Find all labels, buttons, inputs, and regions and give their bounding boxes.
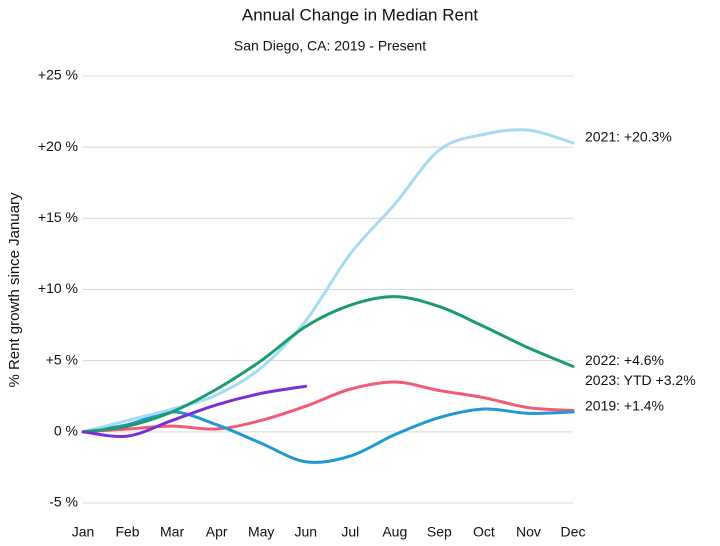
y-tick-label: +15 % [38, 209, 78, 225]
chart-title: Annual Change in Median Rent [242, 5, 479, 24]
x-tick-label: Nov [516, 524, 541, 540]
y-tick-label: +5 % [46, 351, 78, 367]
x-tick-label: Aug [382, 524, 407, 540]
x-tick-label: Feb [115, 524, 139, 540]
x-tick-label: Dec [561, 524, 586, 540]
end-label: 2022: +4.6% [585, 352, 664, 368]
series-line [81, 380, 575, 434]
x-tick-label: Apr [206, 524, 228, 540]
x-tick-label: Mar [160, 524, 184, 540]
series-line [81, 384, 308, 438]
end-label: 2019: +1.4% [585, 398, 664, 414]
x-tick-label: Jan [72, 524, 95, 540]
end-label: 2023: YTD +3.2% [585, 372, 696, 388]
y-axis-label: % Rent growth since January [6, 192, 23, 388]
x-tick-label: May [248, 524, 274, 540]
end-label: 2021: +20.3% [585, 129, 672, 145]
y-tick-label: +25 % [38, 67, 78, 83]
chart-subtitle: San Diego, CA: 2019 - Present [234, 38, 426, 54]
series-line [81, 128, 575, 434]
y-tick-label: +20 % [38, 138, 78, 154]
y-tick-label: +10 % [38, 280, 78, 296]
y-tick-label: -5 % [49, 494, 78, 510]
x-tick-label: Oct [473, 524, 495, 540]
series-line [81, 295, 575, 434]
x-tick-label: Jun [294, 524, 317, 540]
y-tick-label: 0 % [54, 423, 78, 439]
x-tick-label: Jul [341, 524, 359, 540]
x-tick-label: Sep [427, 524, 452, 540]
